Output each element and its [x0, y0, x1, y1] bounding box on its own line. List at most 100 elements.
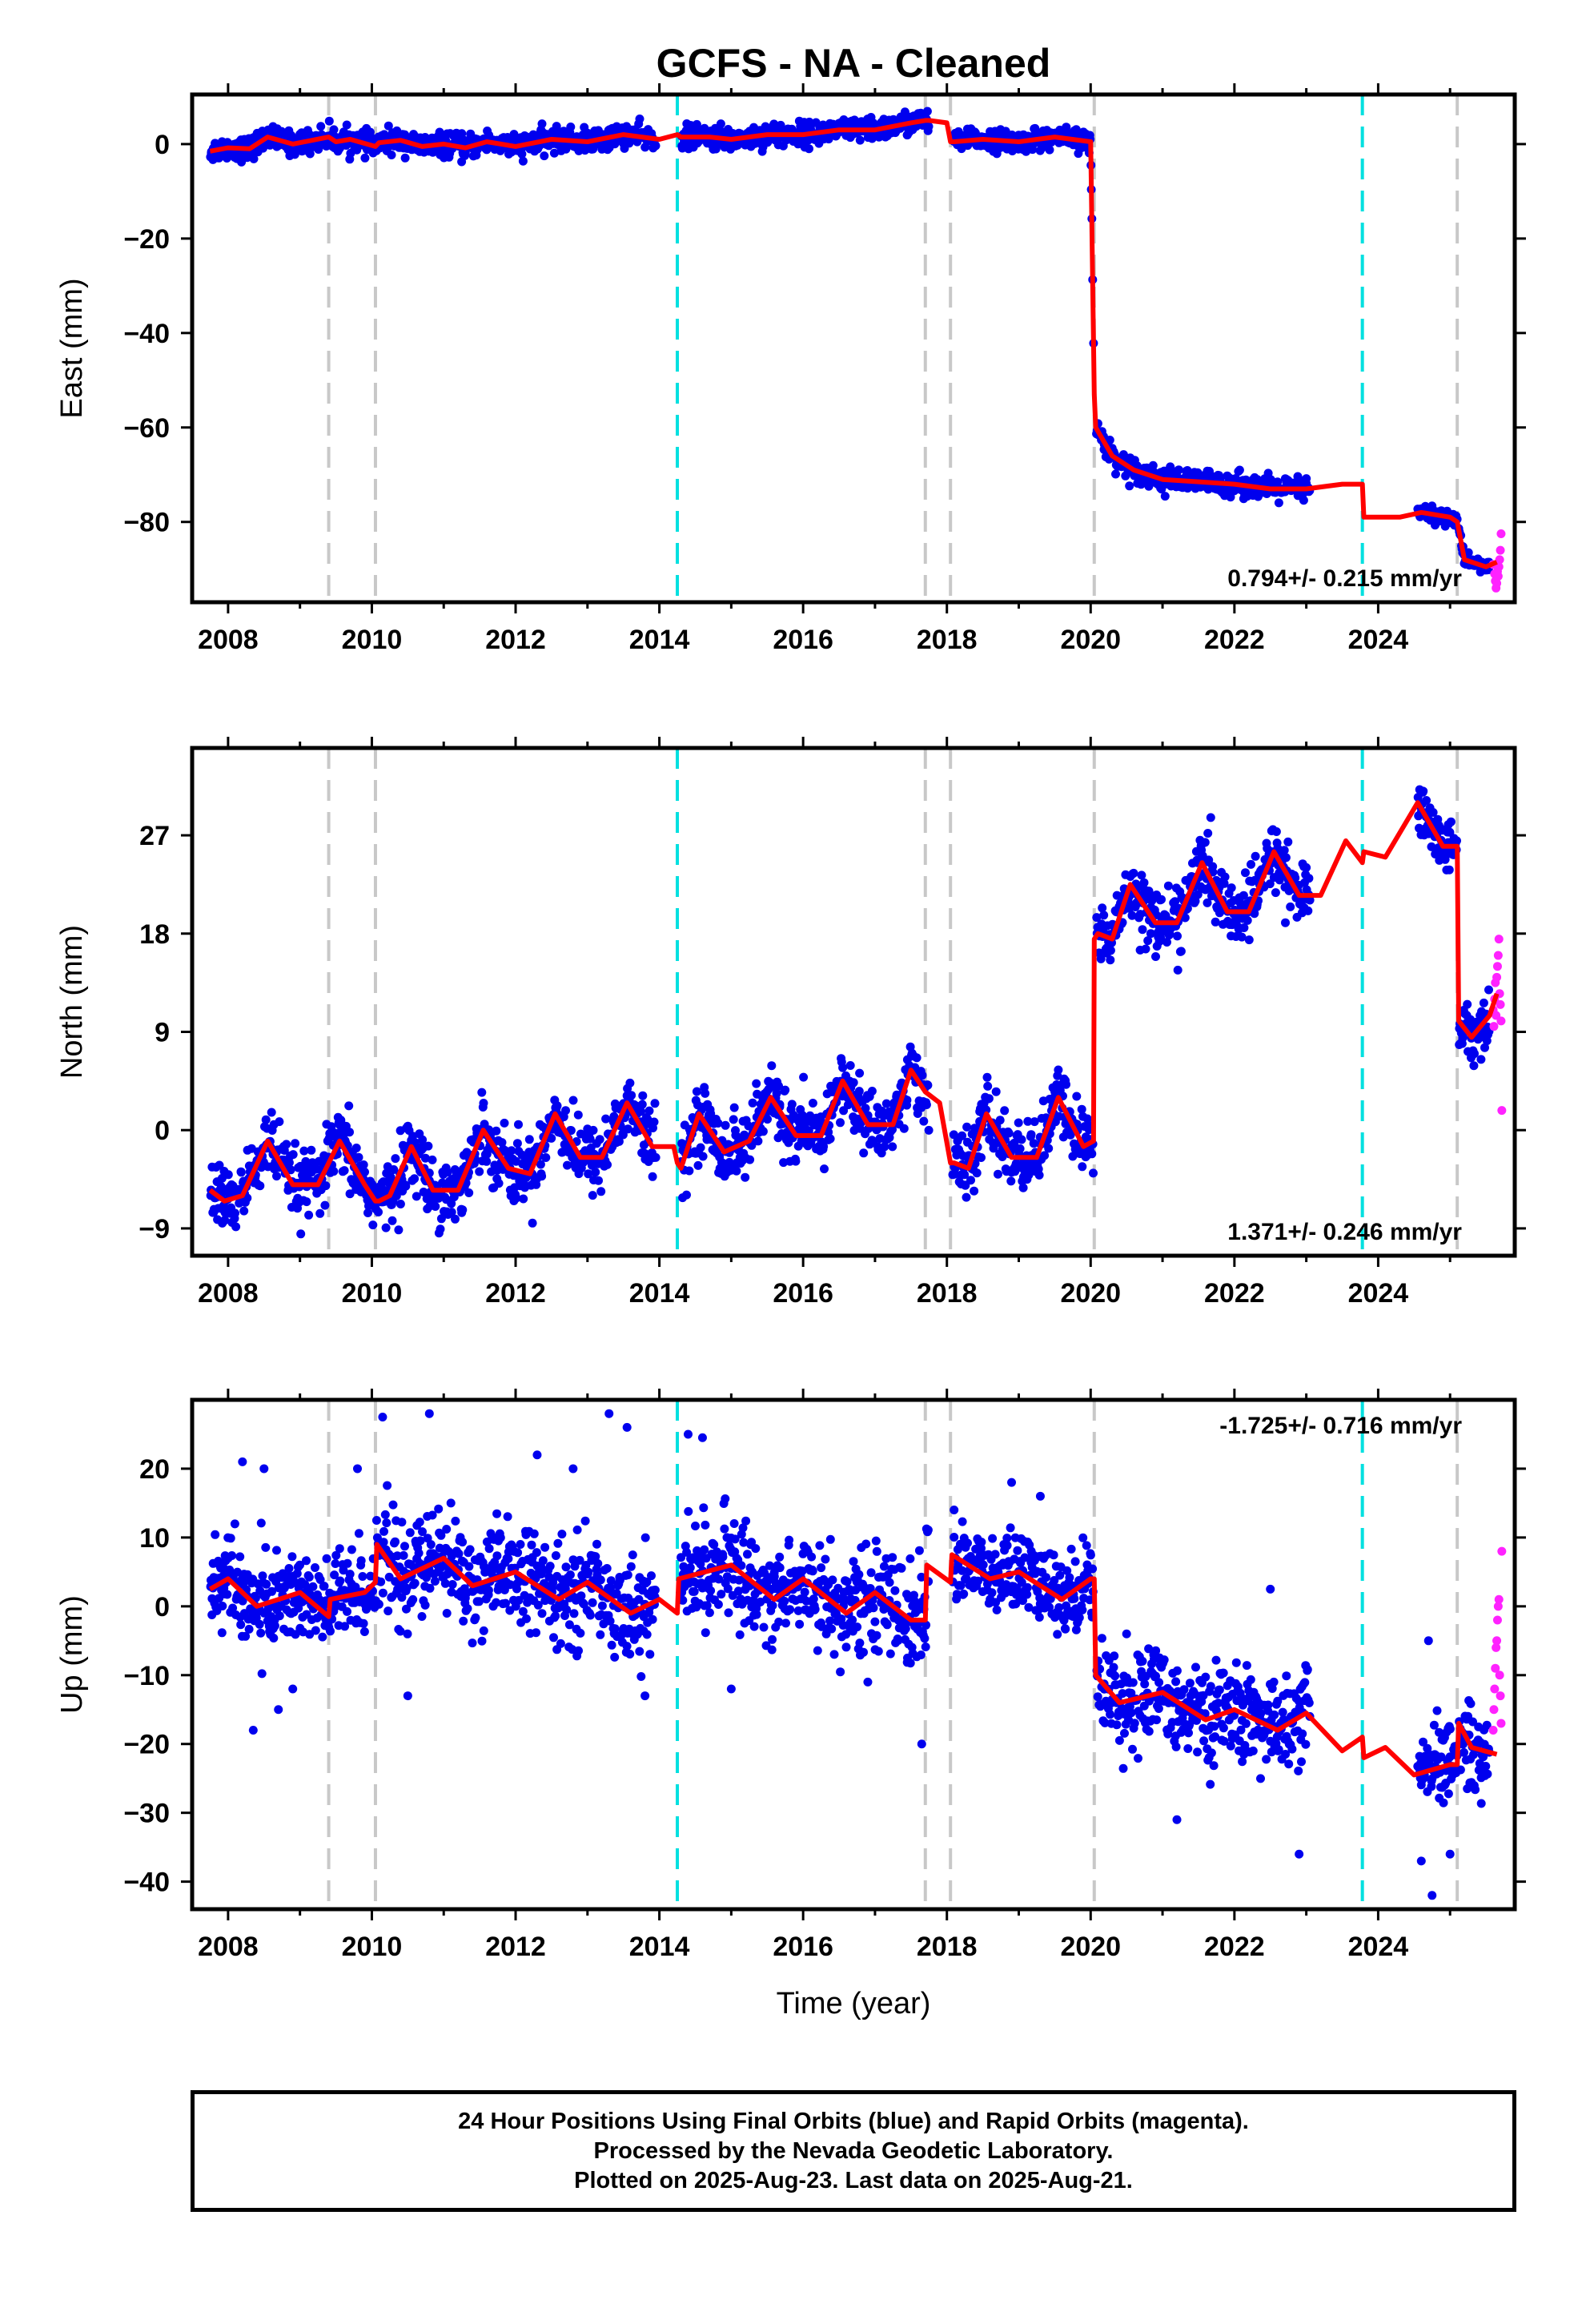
north-final-point: [1444, 865, 1454, 875]
east-rapid-point: [1496, 529, 1506, 538]
north-final-point: [1014, 1118, 1023, 1128]
up-final-point: [378, 1588, 387, 1598]
up-final-point: [468, 1638, 477, 1648]
east-y-tick-label: 0: [155, 130, 170, 160]
north-final-point: [239, 1206, 249, 1216]
up-final-point: [503, 1512, 512, 1522]
up-final-point: [871, 1536, 881, 1546]
north-final-point: [696, 1143, 705, 1152]
up-final-point: [751, 1544, 761, 1554]
north-final-point: [1176, 947, 1186, 956]
up-final-point: [640, 1533, 650, 1542]
up-final-point: [331, 1550, 341, 1560]
up-final-point: [272, 1546, 281, 1555]
up-final-point: [471, 1613, 480, 1622]
north-final-point: [1446, 817, 1456, 826]
north-final-point: [301, 1156, 311, 1166]
up-final-point: [717, 1590, 726, 1599]
up-final-point: [256, 1628, 266, 1638]
north-final-point: [1419, 786, 1428, 796]
up-final-point: [396, 1626, 405, 1636]
north-final-point: [1173, 965, 1182, 975]
north-final-point: [1143, 936, 1153, 946]
up-final-point: [648, 1614, 657, 1624]
up-final-point: [842, 1577, 852, 1586]
north-final-point: [1469, 1061, 1479, 1071]
north-final-point: [464, 1188, 474, 1197]
up-final-point: [765, 1561, 774, 1570]
north-rapid-point: [1496, 1016, 1506, 1026]
north-final-point: [1018, 1183, 1028, 1192]
north-final-point: [917, 1071, 927, 1080]
up-final-point: [827, 1624, 837, 1634]
north-final-point: [1265, 879, 1275, 889]
up-final-point: [576, 1628, 585, 1638]
north-final-point: [638, 1091, 648, 1100]
up-final-point: [828, 1575, 837, 1585]
up-final-point: [533, 1600, 543, 1610]
north-final-point: [982, 1072, 992, 1082]
up-final-point: [230, 1519, 239, 1529]
up-final-point: [479, 1626, 488, 1635]
north-final-point: [494, 1179, 504, 1188]
up-final-point: [434, 1504, 444, 1514]
north-final-point: [1173, 931, 1182, 941]
up-final-point: [319, 1582, 329, 1591]
up-final-point: [592, 1539, 601, 1549]
up-final-point: [241, 1631, 251, 1641]
north-final-point: [537, 1172, 547, 1181]
north-final-point: [706, 1109, 716, 1119]
north-final-point: [374, 1208, 383, 1216]
north-final-point: [1151, 952, 1160, 961]
up-final-point: [650, 1586, 660, 1594]
east-final-point: [537, 119, 547, 129]
north-y-tick-label: 18: [139, 919, 170, 950]
up-final-point: [706, 1586, 716, 1595]
north-final-point: [1029, 1139, 1038, 1148]
north-final-point: [991, 1087, 1001, 1096]
up-final-point: [335, 1544, 344, 1554]
north-final-point: [1241, 868, 1250, 878]
north-final-point: [1087, 1149, 1097, 1159]
east-final-point: [635, 115, 644, 123]
north-final-point: [881, 1099, 891, 1108]
up-final-point: [853, 1622, 862, 1632]
north-final-point: [977, 1153, 986, 1162]
up-final-point: [821, 1554, 830, 1564]
north-final-point: [329, 1167, 339, 1176]
north-final-point: [732, 1166, 741, 1176]
up-final-point: [414, 1548, 424, 1558]
north-final-point: [588, 1191, 597, 1200]
north-final-point: [1015, 1144, 1025, 1153]
up-final-point: [561, 1562, 571, 1572]
up-final-point: [218, 1602, 227, 1610]
north-final-point: [970, 1186, 979, 1196]
up-final-point: [522, 1614, 531, 1623]
east-final-point: [651, 141, 661, 151]
east-frame: [190, 92, 1517, 605]
north-final-point: [412, 1192, 421, 1201]
up-final-point: [308, 1582, 318, 1591]
up-final-point: [759, 1622, 769, 1632]
north-final-point: [1302, 862, 1311, 872]
north-final-point: [1428, 808, 1438, 817]
north-final-point: [396, 1200, 405, 1208]
north-final-point: [1458, 1031, 1468, 1041]
north-final-point: [1271, 827, 1281, 836]
up-final-point: [302, 1556, 311, 1566]
north-final-point: [763, 1115, 772, 1124]
north-final-point: [960, 1170, 970, 1180]
up-final-point: [870, 1617, 880, 1626]
up-final-point: [775, 1552, 785, 1562]
up-final-point: [588, 1598, 597, 1607]
east-x-tick-label: 2024: [1348, 625, 1409, 655]
east-x-tick-label: 2008: [198, 625, 259, 655]
north-final-point: [989, 1144, 998, 1153]
up-final-point: [738, 1523, 748, 1533]
up-final-point: [340, 1622, 350, 1631]
east-y-tick-label: −20: [123, 224, 170, 255]
north-final-point: [261, 1115, 271, 1124]
up-final-point: [228, 1603, 238, 1613]
up-final-point: [606, 1576, 616, 1586]
north-final-point: [721, 1120, 730, 1130]
